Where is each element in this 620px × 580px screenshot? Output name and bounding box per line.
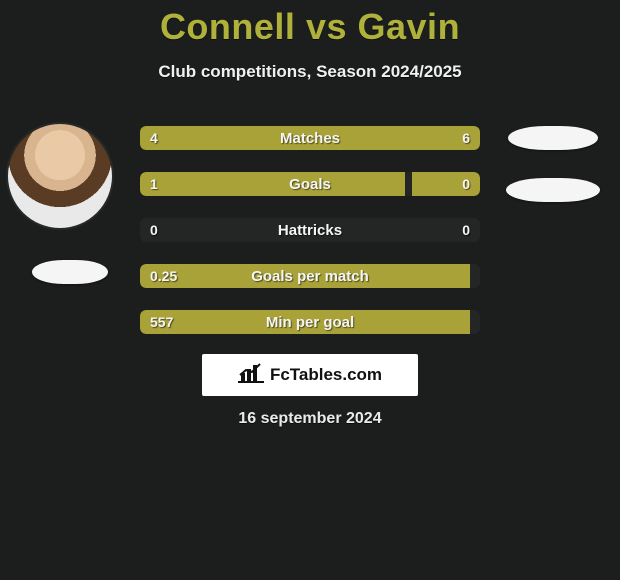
title-vs: vs <box>306 6 347 47</box>
stat-row: 0.25Goals per match <box>140 264 480 288</box>
stat-bars: 46Matches 10Goals 0 0Hattricks 0.25Goals per… <box>140 126 480 356</box>
stat-bar-left-fill <box>140 126 276 150</box>
stat-bar-left-fill <box>140 172 405 196</box>
chart-icon <box>238 363 264 388</box>
avatar-player2 <box>508 126 598 150</box>
stat-bar-right-fill <box>276 126 480 150</box>
stat-label: Hattricks <box>140 218 480 242</box>
stat-bar-left-fill <box>140 310 470 334</box>
stat-row: 10Goals <box>140 172 480 196</box>
flag-player1 <box>32 260 108 284</box>
avatar-player1 <box>8 124 112 228</box>
title-player2: Gavin <box>358 6 461 47</box>
page-title: Connell vs Gavin <box>0 0 620 48</box>
date-text: 16 september 2024 <box>0 410 620 428</box>
stat-value-left: 0 <box>140 218 168 242</box>
brand-text: FcTables.com <box>270 365 382 385</box>
title-player1: Connell <box>160 6 296 47</box>
stat-row: 46Matches <box>140 126 480 150</box>
stat-value-right: 0 <box>452 218 480 242</box>
stat-bar-left-fill <box>140 264 470 288</box>
stat-row: 0 0Hattricks <box>140 218 480 242</box>
brand-box: FcTables.com <box>202 354 418 396</box>
stat-bar-right-fill <box>412 172 480 196</box>
flag-player2 <box>506 178 600 202</box>
subtitle: Club competitions, Season 2024/2025 <box>0 62 620 82</box>
stat-row: 557Min per goal <box>140 310 480 334</box>
